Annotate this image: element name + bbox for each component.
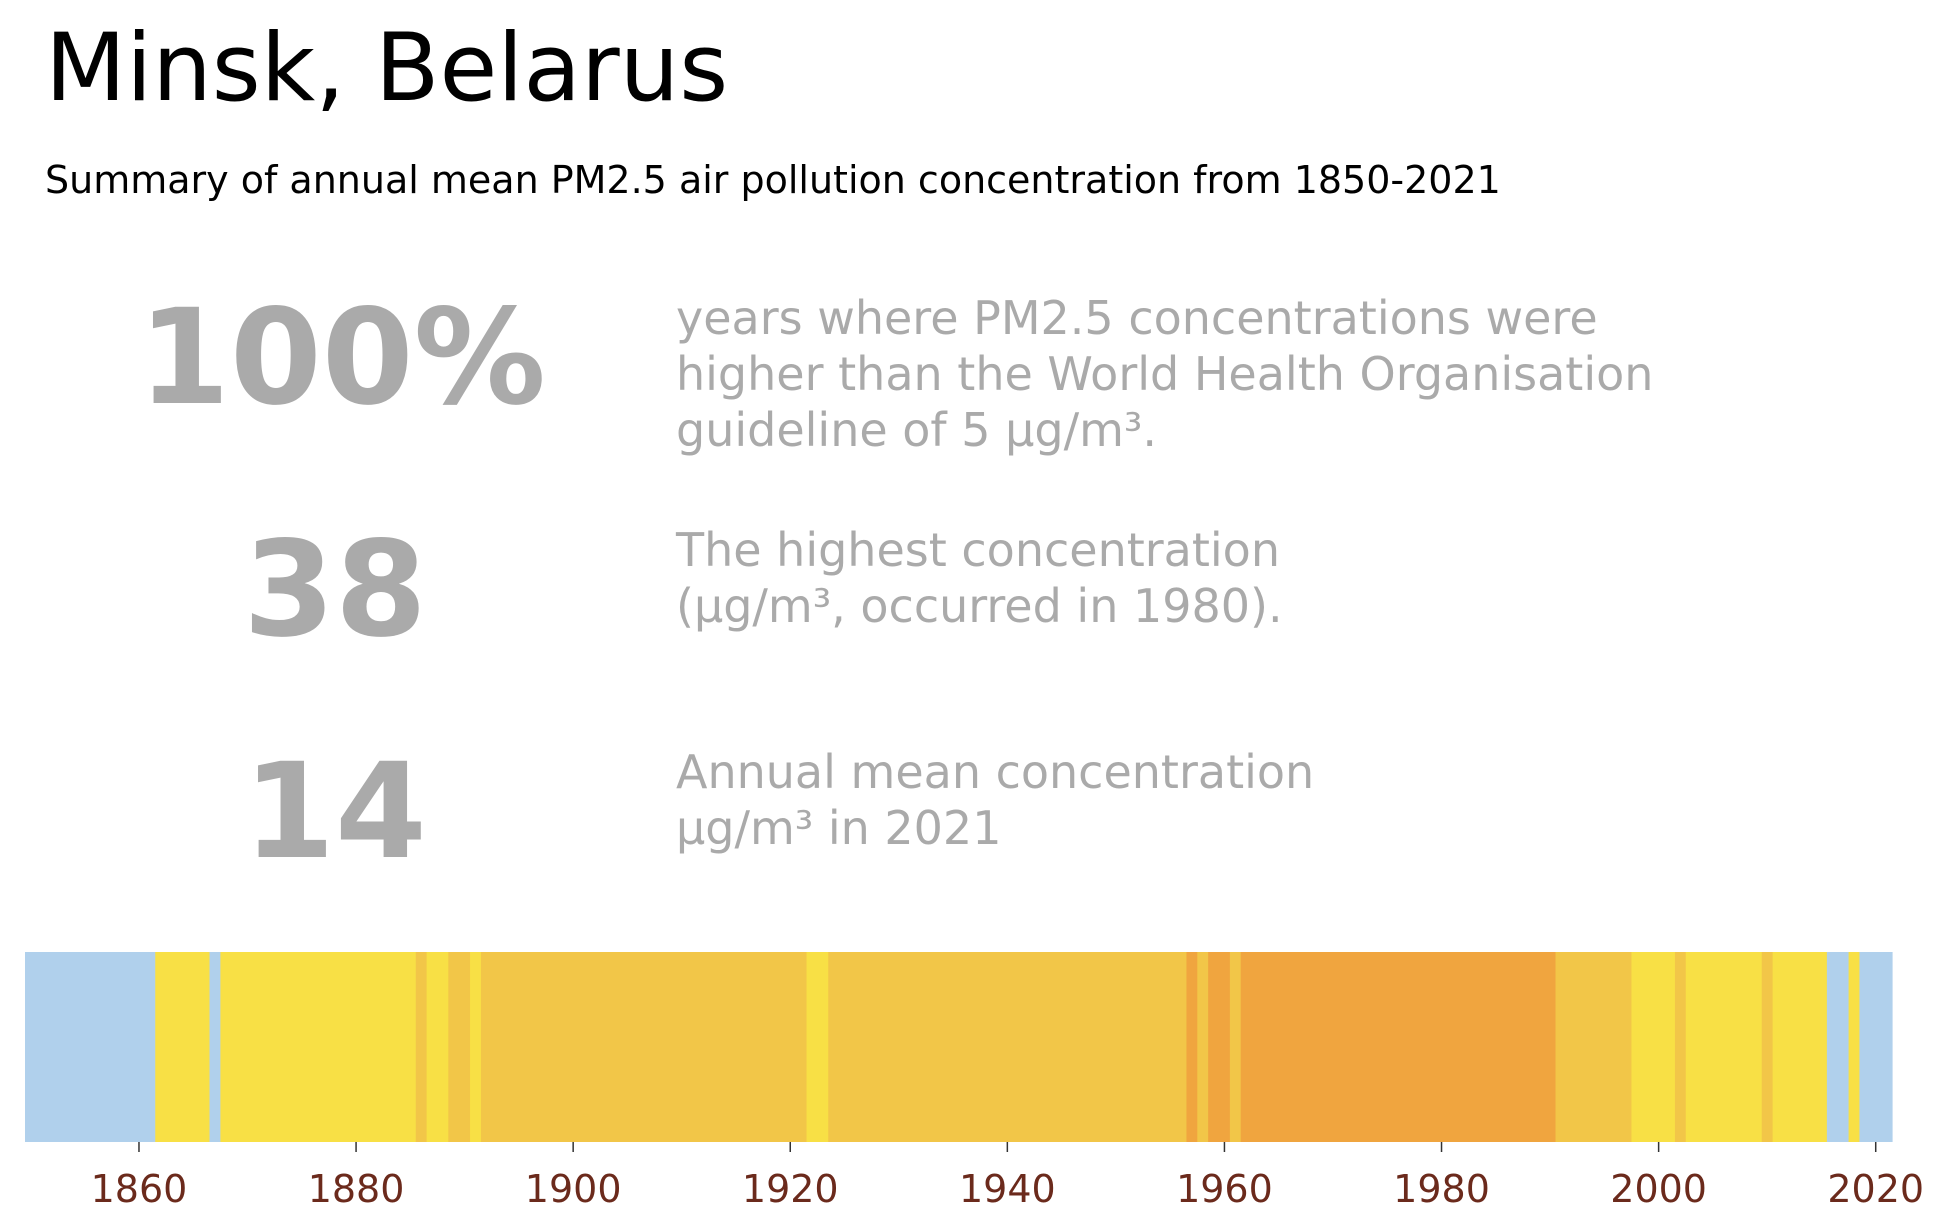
stripe-1961-1961: [1229, 952, 1242, 1142]
page-subtitle: Summary of annual mean PM2.5 air polluti…: [45, 158, 1501, 202]
x-tick-label-1980: 1980: [1393, 1167, 1490, 1211]
stripe-1924-1956: [828, 952, 1188, 1142]
stripe-1891-1891: [470, 952, 482, 1142]
x-tick-label-1860: 1860: [91, 1167, 188, 1211]
x-tick-label-1900: 1900: [525, 1167, 622, 1211]
stripe-1959-1960: [1208, 952, 1231, 1142]
stat-description-line: The highest concentration: [676, 523, 1280, 577]
stripe-2002-2002: [1674, 952, 1687, 1142]
stripe-1868-1885: [220, 952, 417, 1142]
stripe-2016-2017: [1826, 952, 1850, 1142]
stat-years-above-guideline-description: years where PM2.5 concentrations were hi…: [676, 290, 1653, 458]
stripe-1850-1861: [25, 952, 156, 1142]
stat-description-line: (µg/m³, occurred in 1980).: [676, 579, 1283, 633]
stat-2021-mean-value: 14: [243, 735, 427, 889]
stat-description-line: µg/m³ in 2021: [676, 801, 1002, 855]
stripe-2010-2010: [1761, 952, 1774, 1142]
stripe-2003-2009: [1685, 952, 1763, 1142]
stat-highest-concentration-description: The highest concentration (µg/m³, occurr…: [676, 522, 1283, 634]
x-tick-label-1880: 1880: [308, 1167, 405, 1211]
x-tick-label-2020: 2020: [1827, 1167, 1924, 1211]
stat-highest-concentration-value: 38: [243, 513, 427, 667]
page-title: Minsk, Belarus: [45, 14, 729, 123]
stripe-2018-2018: [1848, 952, 1861, 1142]
stripe-1958-1958: [1197, 952, 1209, 1142]
stripe-1867-1867: [209, 952, 221, 1142]
stripe-1889-1890: [448, 952, 471, 1142]
stat-description-line: higher than the World Health Organisatio…: [676, 347, 1654, 401]
stripe-1991-1997: [1555, 952, 1633, 1142]
stat-description-line: Annual mean concentration: [676, 745, 1315, 799]
stripe-1892-1921: [480, 952, 808, 1142]
stat-description-line: guideline of 5 µg/m³.: [676, 403, 1157, 457]
stripe-1922-1923: [806, 952, 829, 1142]
stripe-1957-1957: [1186, 952, 1198, 1142]
stripes-group: [25, 952, 1893, 1142]
x-tick-label-2000: 2000: [1610, 1167, 1707, 1211]
x-tick-label-1940: 1940: [959, 1167, 1056, 1211]
x-axis-ticks: 1860 1880 1900 1920 1940 1960 1980 2000 2020: [91, 1142, 1924, 1211]
stripe-1998-2001: [1631, 952, 1676, 1142]
stat-2021-mean-description: Annual mean concentration µg/m³ in 2021: [676, 744, 1314, 856]
x-tick-label-1960: 1960: [1176, 1167, 1273, 1211]
stripe-1962-1990: [1240, 952, 1557, 1142]
stat-years-above-guideline-value: 100%: [138, 281, 546, 435]
stripe-2011-2015: [1772, 952, 1828, 1142]
stripe-1887-1888: [426, 952, 449, 1142]
stat-description-line: years where PM2.5 concentrations were: [676, 291, 1598, 345]
stripe-1886-1886: [415, 952, 428, 1142]
stripe-2019-2021: [1859, 952, 1893, 1142]
x-tick-label-1920: 1920: [742, 1167, 839, 1211]
stripe-1862-1866: [155, 952, 211, 1142]
